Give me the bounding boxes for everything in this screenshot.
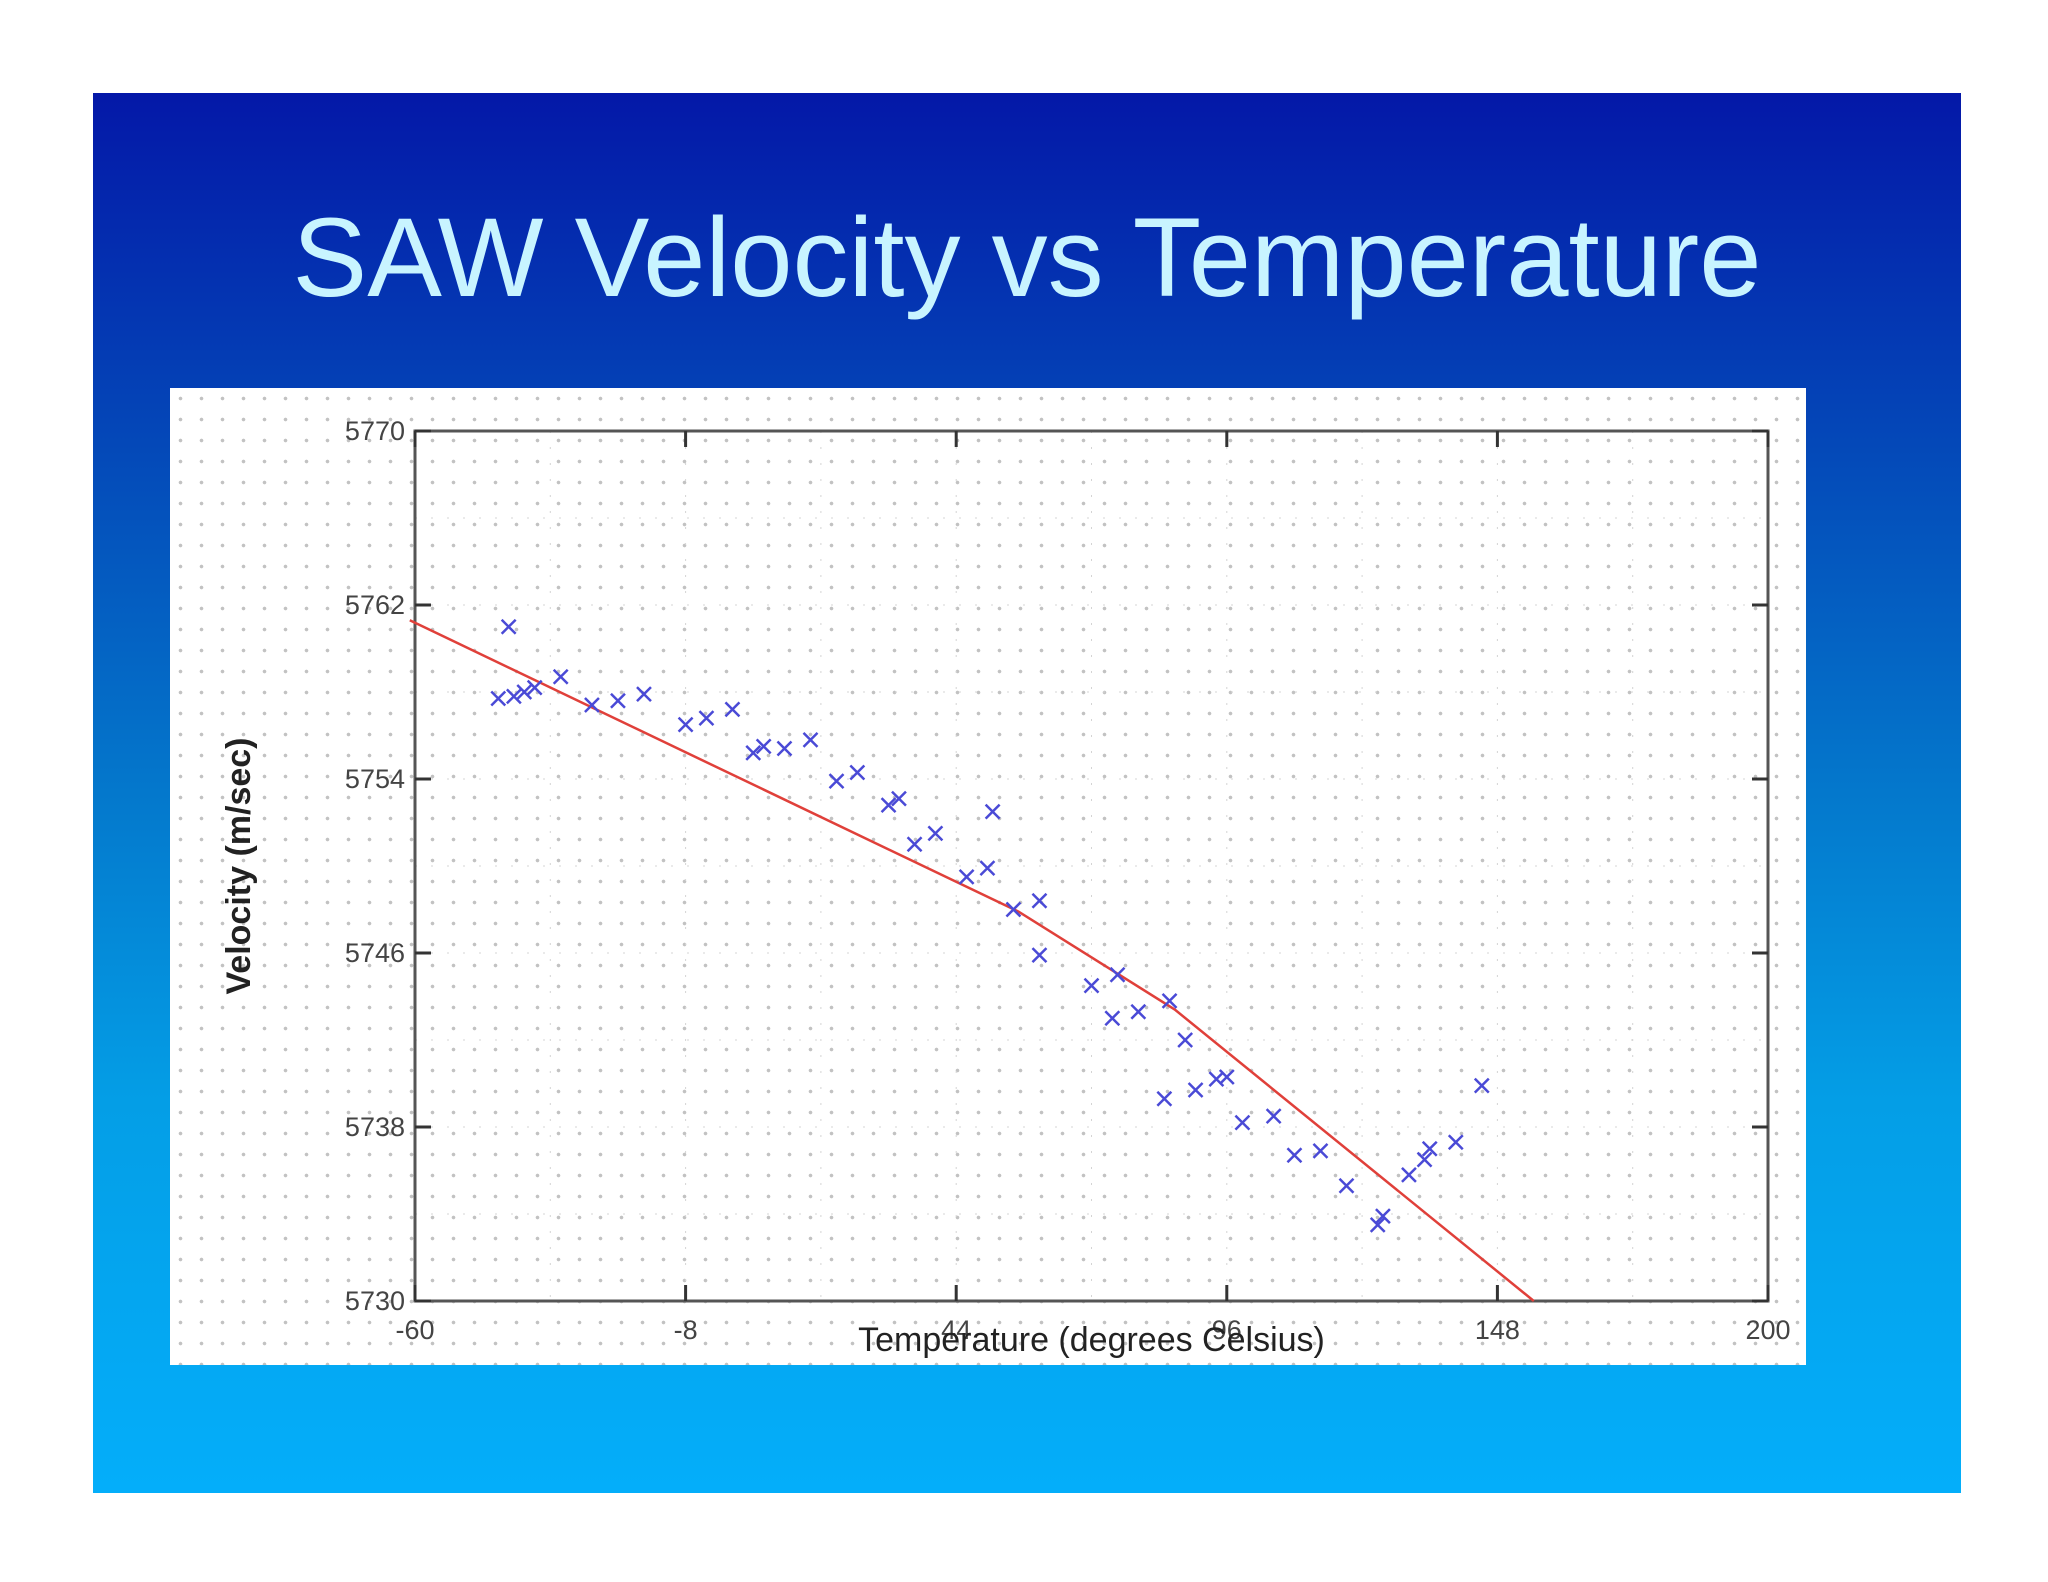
data-point: [1177, 1032, 1194, 1048]
data-point: [516, 684, 533, 700]
x-axis-label: Temperature (degrees Celsius): [858, 1321, 1325, 1359]
data-point: [584, 697, 600, 713]
data-point: [1083, 977, 1100, 994]
data-point: [984, 803, 1001, 820]
x-tick-label: 44: [941, 1315, 971, 1345]
x-tick-label: -8: [674, 1315, 698, 1345]
data-point: [1156, 1090, 1173, 1107]
data-point: [505, 688, 522, 705]
data-point: [698, 710, 715, 726]
slide-background: SAW Velocity vs Temperature -60 -8 44 96 148…: [93, 93, 1961, 1493]
data-point: [776, 740, 793, 757]
data-point: [1234, 1114, 1251, 1131]
data-point: [1447, 1134, 1464, 1151]
data-point: [906, 836, 923, 853]
y-tick-label: 5762: [345, 590, 405, 620]
y-tick-label: 5746: [345, 938, 405, 968]
data-point: [880, 797, 897, 813]
data-point: [1369, 1216, 1386, 1233]
data-point: [828, 773, 845, 790]
data-point: [755, 738, 772, 755]
y-axis-label: Velocity (m/sec): [220, 737, 258, 994]
data-point: [979, 860, 996, 877]
scatter-chart: -60 -8 44 96 148 200 5730 5738 5746 5754 5762 5770…: [220, 416, 1791, 1359]
data-point: [1421, 1140, 1438, 1157]
y-tick-label: 5730: [345, 1286, 405, 1316]
data-point: [724, 701, 741, 718]
data-point: [958, 868, 975, 885]
data-point: [1161, 992, 1178, 1009]
data-point: [1218, 1069, 1235, 1085]
data-point: [802, 731, 819, 748]
series-layer: [409, 618, 1535, 1302]
grid-lines: [415, 431, 1768, 1301]
y-tick-label: 5754: [345, 764, 405, 794]
data-point: [1312, 1143, 1329, 1159]
x-tick-labels: -60 -8 44 96 148 200: [395, 1315, 1790, 1345]
data-point: [1187, 1082, 1204, 1098]
fit-line: [409, 619, 1535, 1302]
chart-panel: -60 -8 44 96 148 200 5730 5738 5746 5754 5762 5770…: [170, 388, 1806, 1365]
x-tick-label: -60: [395, 1315, 434, 1345]
data-point: [1416, 1151, 1433, 1168]
data-point: [1375, 1208, 1391, 1225]
data-point: [1401, 1166, 1417, 1183]
slide-title: SAW Velocity vs Temperature: [292, 195, 1762, 320]
data-point: [1104, 1010, 1121, 1027]
data-point: [677, 716, 694, 733]
data-point: [891, 790, 907, 807]
x-tick-label: 96: [1212, 1315, 1242, 1345]
data-point: [500, 618, 517, 635]
y-tick-labels: 5730 5738 5746 5754 5762 5770: [345, 416, 405, 1316]
tick-marks: [413, 429, 1770, 1303]
data-point: [636, 686, 652, 703]
data-point: [1005, 901, 1022, 918]
data-point: [1286, 1147, 1303, 1164]
data-point: [1338, 1177, 1355, 1194]
data-point: [745, 745, 762, 761]
y-tick-label: 5770: [345, 416, 405, 446]
x-tick-label: 200: [1745, 1315, 1790, 1345]
data-point: [1031, 947, 1048, 964]
data-point: [927, 825, 944, 842]
data-point: [1473, 1077, 1490, 1094]
data-point: [490, 690, 507, 707]
data-point: [849, 764, 866, 781]
data-point: [1109, 966, 1126, 983]
data-point: [552, 668, 569, 685]
data-point: [1265, 1108, 1282, 1125]
y-tick-label: 5738: [345, 1112, 405, 1142]
data-point: [1031, 892, 1048, 909]
plot-frame: [413, 429, 1770, 1303]
data-point: [1130, 1003, 1147, 1020]
data-point: [526, 679, 543, 696]
data-point: [610, 692, 626, 709]
x-tick-label: 148: [1475, 1315, 1520, 1345]
